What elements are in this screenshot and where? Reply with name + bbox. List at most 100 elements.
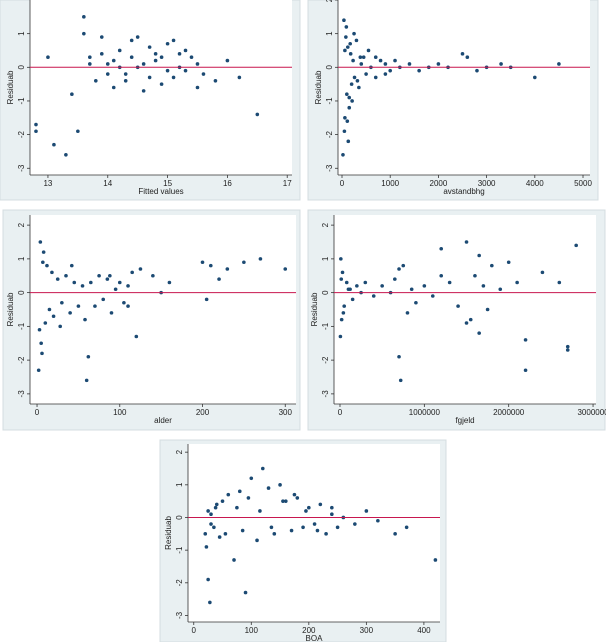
point [40,351,44,356]
point [108,273,112,278]
point [366,48,371,53]
point [343,115,347,120]
point [41,260,45,265]
point [99,35,104,39]
point [235,505,239,510]
x-tick-label: 1000000 [409,408,441,417]
point [258,509,262,513]
point [141,62,146,66]
point [69,263,74,268]
x-axis-label: alder [154,416,172,425]
x-tick-label: 1000 [381,179,399,188]
point [481,284,486,288]
x-tick-label: 200 [196,408,210,417]
point [214,502,219,507]
point [533,75,537,80]
point [55,277,60,281]
point [68,311,72,315]
point [217,535,222,539]
point [147,45,152,49]
point [348,41,352,46]
point [339,257,343,261]
point [465,55,470,60]
y-tick-label: 2 [321,222,330,227]
point [46,55,50,60]
x-tick-label: 3000000 [577,408,606,417]
point [422,284,427,288]
point [165,41,170,46]
point [345,92,349,97]
point [393,277,397,281]
point [84,378,89,383]
point [82,15,86,19]
point [200,260,205,265]
y-tick-label: 1 [17,31,26,36]
point [138,267,143,271]
point [64,153,68,157]
x-tick-label: 4000 [526,179,544,188]
y-tick-label: 1 [325,31,334,36]
point [58,324,62,329]
point [167,280,172,285]
point [117,48,122,53]
point [217,277,221,281]
point [159,82,164,86]
y-tick-label: -3 [175,611,184,619]
point [352,31,356,36]
point [355,284,359,288]
point [111,85,116,90]
y-axis-label: Residuab [314,70,323,104]
x-tick-label: 0 [192,626,197,635]
point [439,246,444,251]
point [242,260,246,265]
y-tick-label: 0 [17,65,26,70]
point [209,512,213,517]
y-tick-label: -2 [321,356,330,364]
point [473,273,477,278]
point [417,68,421,73]
point [398,378,403,383]
point [361,55,366,60]
x-tick-label: 0 [35,408,40,417]
point [523,338,528,342]
point [135,35,140,39]
point [101,297,106,302]
point [393,532,397,536]
point [141,89,146,93]
point [485,307,490,312]
point [183,68,188,73]
point [220,499,225,503]
point [565,344,570,349]
point [364,72,368,76]
point [283,267,288,271]
y-axis-label: Residuab [6,70,15,104]
point [51,314,56,319]
point [82,31,86,36]
point [50,270,54,275]
point [123,72,128,76]
point [409,287,414,292]
point [456,304,460,308]
point [373,75,378,80]
point [359,62,364,66]
point [376,518,380,523]
point [338,334,343,339]
point [371,294,376,298]
point [129,55,134,60]
x-tick-label: 16 [223,179,232,188]
point [165,68,170,73]
point [477,331,481,335]
point [76,304,81,308]
point [105,62,110,66]
point [117,280,122,285]
point [204,297,209,302]
point [255,538,259,543]
point [260,466,265,471]
point [348,287,352,292]
point [206,509,210,513]
point [76,129,80,134]
y-tick-label: 0 [325,65,334,70]
point [88,62,92,66]
point [348,52,353,56]
